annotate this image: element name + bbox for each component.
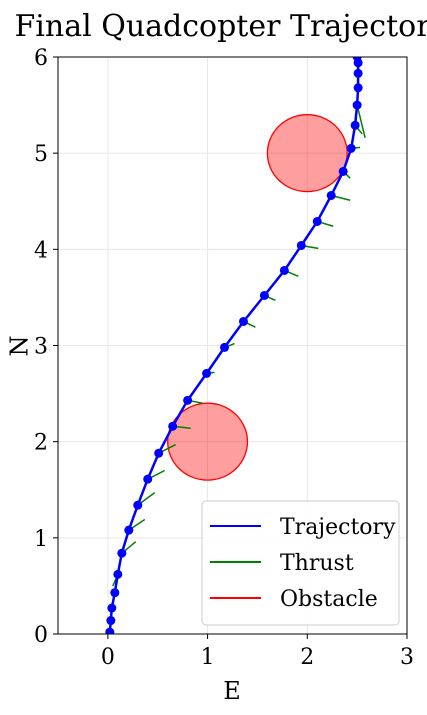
trajectory-point <box>279 265 289 275</box>
legend-label-thrust: Thrust <box>280 551 354 576</box>
trajectory-point <box>259 290 269 300</box>
plot-inner <box>105 57 366 634</box>
x-tick-label: 1 <box>201 645 215 670</box>
trajectory-point <box>202 368 212 378</box>
trajectory-line <box>108 57 360 633</box>
trajectory-point <box>238 316 248 326</box>
trajectory-point <box>353 83 363 93</box>
trajectory-point <box>183 395 193 405</box>
trajectory-point <box>143 474 153 484</box>
chart-title: Final Quadcopter Trajectory <box>14 9 427 44</box>
trajectory-point <box>106 616 116 626</box>
x-tick-label: 3 <box>400 645 414 670</box>
y-tick-label: 3 <box>34 335 48 360</box>
trajectory-point <box>117 548 127 558</box>
y-tick-label: 5 <box>34 142 48 167</box>
trajectory-point <box>124 525 134 535</box>
plot-area <box>105 57 366 634</box>
legend-label-obstacle: Obstacle <box>280 587 378 612</box>
legend-box <box>201 500 400 626</box>
y-tick-label: 6 <box>34 46 48 71</box>
trajectory-point <box>296 240 306 250</box>
obstacle-circle <box>167 402 249 481</box>
trajectory-point <box>352 100 362 110</box>
x-tick-label: 0 <box>101 645 115 670</box>
trajectory-point <box>105 627 115 634</box>
trajectory-point <box>107 603 117 613</box>
y-tick-label: 1 <box>34 527 48 552</box>
trajectory-point <box>154 448 164 458</box>
legend: Trajectory Thrust Obstacle <box>201 500 400 626</box>
y-axis-label: N <box>6 336 34 357</box>
x-axis-label: E <box>223 677 241 705</box>
trajectory-point <box>110 588 120 598</box>
obstacle-circle <box>266 114 348 193</box>
trajectory-point <box>346 143 356 153</box>
trajectory-point <box>113 569 123 579</box>
trajectory-point <box>338 166 348 176</box>
trajectory-point <box>312 216 322 226</box>
thrust-vector <box>356 104 366 138</box>
trajectory-point <box>352 57 362 62</box>
trajectory-point <box>220 342 230 352</box>
trajectory-point <box>133 500 143 510</box>
y-tick-label: 2 <box>34 431 48 456</box>
y-tick-label: 4 <box>34 238 48 263</box>
x-tick-label: 2 <box>300 645 314 670</box>
legend-label-trajectory: Trajectory <box>280 515 396 540</box>
y-tick-label: 0 <box>34 623 48 648</box>
trajectory-point <box>326 190 336 200</box>
trajectory-point <box>168 421 178 431</box>
ticks: 0 1 2 3 0 1 2 3 4 5 6 <box>34 46 414 670</box>
trajectory-point <box>353 68 363 78</box>
trajectory-point <box>350 120 360 130</box>
